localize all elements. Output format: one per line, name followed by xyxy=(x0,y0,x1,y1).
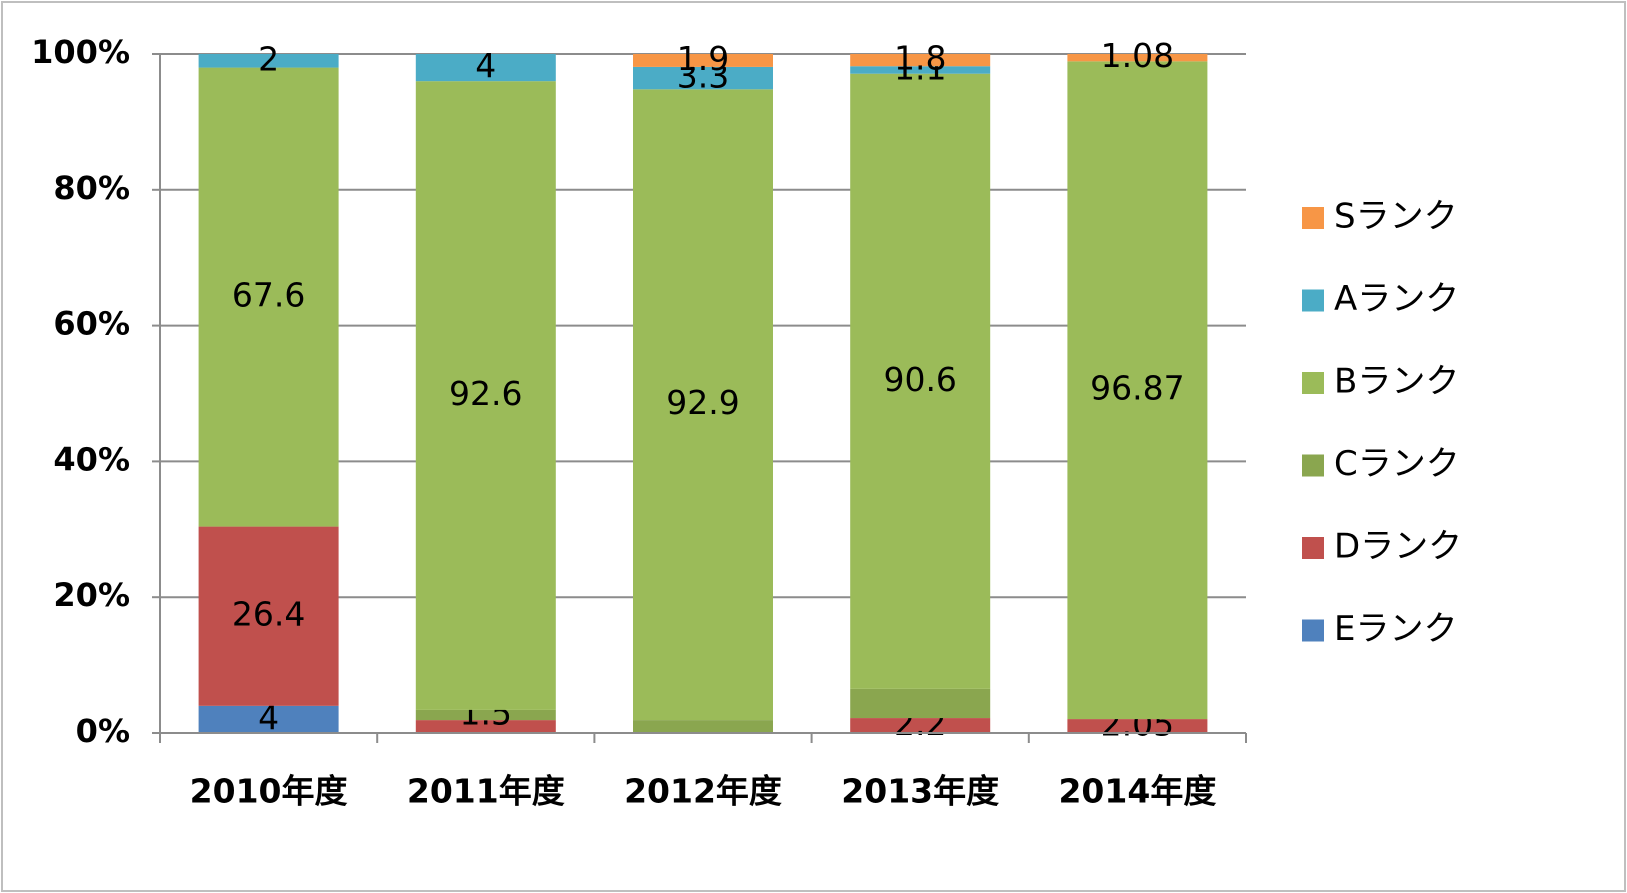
legend-swatch xyxy=(1302,289,1324,312)
y-tick-label: 60% xyxy=(53,305,130,343)
legend-label: Dランク xyxy=(1334,527,1462,567)
data-label: 1.8 xyxy=(894,39,946,78)
bar-segment xyxy=(850,688,991,719)
data-label: 92.6 xyxy=(449,374,522,413)
data-label: 67.6 xyxy=(232,276,305,315)
bar-segment xyxy=(633,54,773,67)
legend-swatch xyxy=(1302,454,1324,477)
data-label: 4 xyxy=(258,698,279,737)
data-label: 26.4 xyxy=(232,595,305,634)
y-tick-label: 80% xyxy=(53,169,130,207)
legend-label: Eランク xyxy=(1334,609,1457,649)
legend-swatch xyxy=(1302,537,1324,559)
legend-swatch xyxy=(1302,207,1324,229)
x-tick-label: 2012年度 xyxy=(624,772,782,811)
bar-segment xyxy=(415,709,556,721)
data-label: 4 xyxy=(475,46,496,85)
bar-segment xyxy=(633,89,773,721)
data-label: 1.9 xyxy=(677,39,729,78)
bar-segment xyxy=(633,720,773,733)
x-tick-label: 2013年度 xyxy=(841,772,999,811)
bar-segment xyxy=(850,54,991,67)
legend-swatch xyxy=(1302,619,1324,642)
bar-segment xyxy=(198,54,339,68)
legend-label: Cランク xyxy=(1334,444,1460,484)
bar-segment xyxy=(415,54,556,82)
legend-swatch xyxy=(1302,372,1324,394)
legend-label: Bランク xyxy=(1334,362,1459,402)
bar-segment xyxy=(850,73,991,689)
legend-label: Sランク xyxy=(1334,197,1458,237)
data-label: 90.6 xyxy=(883,360,956,399)
data-label: 2 xyxy=(258,39,279,78)
x-tick-label: 2011年度 xyxy=(407,772,565,811)
bar-segment xyxy=(198,526,339,706)
bar-segment xyxy=(415,81,556,710)
bar-segment xyxy=(198,705,339,733)
y-tick-label: 20% xyxy=(53,576,130,614)
bar-segment xyxy=(198,67,339,527)
x-tick-label: 2014年度 xyxy=(1058,772,1216,811)
y-tick-label: 40% xyxy=(53,440,130,478)
data-label: 92.9 xyxy=(666,383,739,422)
y-tick-label: 0% xyxy=(76,712,130,750)
data-label: 96.87 xyxy=(1090,369,1184,408)
legend-label: Aランク xyxy=(1334,279,1459,319)
x-tick-label: 2010年度 xyxy=(190,772,348,811)
bar-segment xyxy=(850,66,991,74)
bar-segment xyxy=(850,718,991,733)
bar-segment xyxy=(633,66,773,90)
y-tick-label: 100% xyxy=(31,33,130,71)
bar-segment xyxy=(1067,719,1208,733)
bar-segment xyxy=(1067,54,1208,62)
bar-segment xyxy=(1067,61,1208,720)
bar-segment xyxy=(415,720,556,733)
data-label: 1.08 xyxy=(1101,36,1174,75)
